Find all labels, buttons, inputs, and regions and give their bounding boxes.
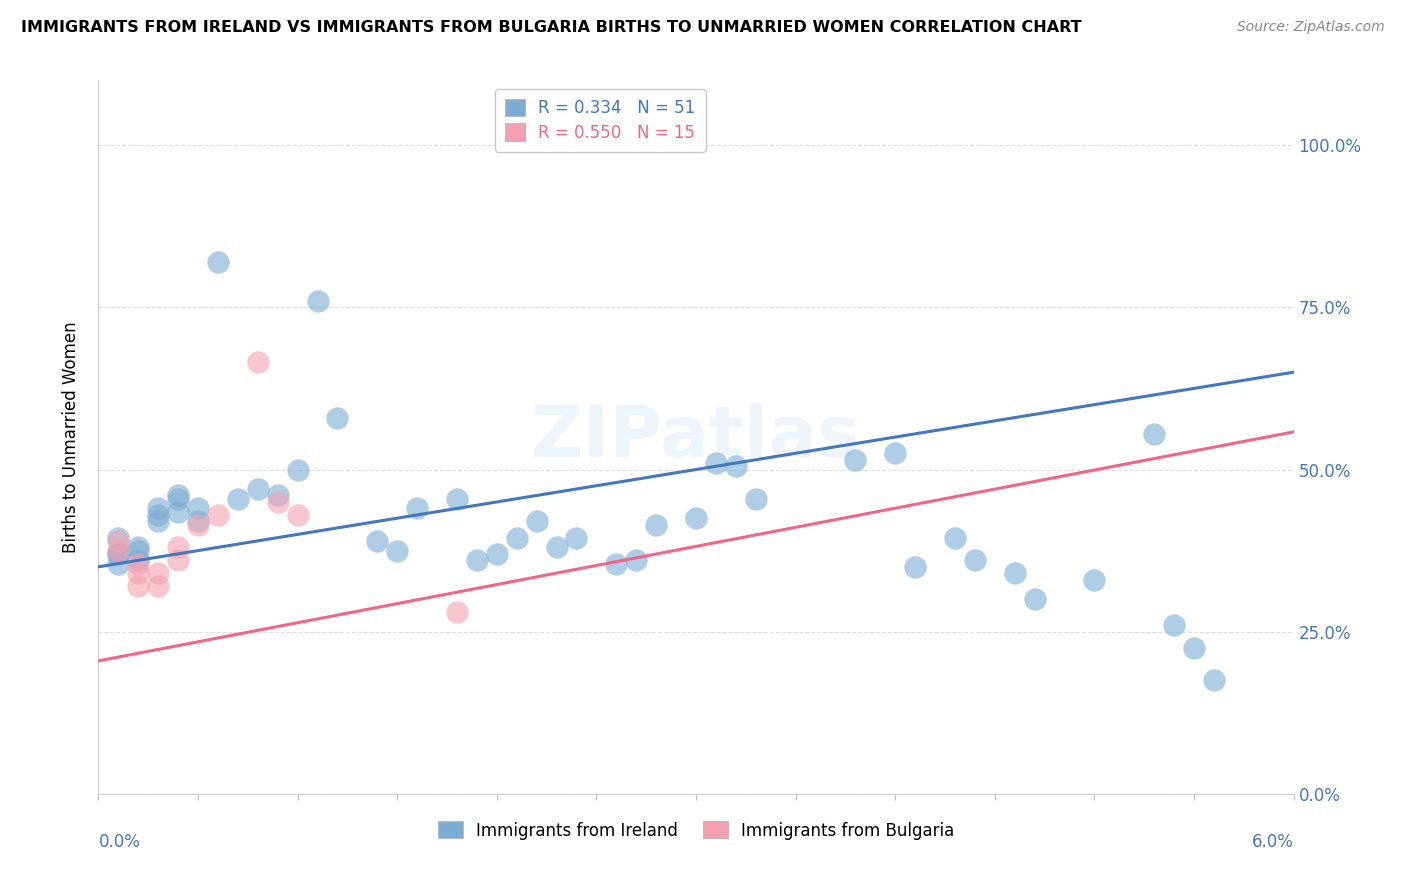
Point — [148, 501, 170, 516]
Point — [267, 488, 290, 502]
Point — [465, 553, 488, 567]
Point — [943, 531, 966, 545]
Legend: Immigrants from Ireland, Immigrants from Bulgaria: Immigrants from Ireland, Immigrants from… — [430, 814, 962, 847]
Y-axis label: Births to Unmarried Women: Births to Unmarried Women — [62, 321, 80, 553]
Point — [148, 579, 170, 593]
Point — [565, 531, 588, 545]
Point — [107, 547, 129, 561]
Point — [148, 566, 170, 581]
Point — [1024, 592, 1046, 607]
Point — [127, 579, 149, 593]
Text: Source: ZipAtlas.com: Source: ZipAtlas.com — [1237, 20, 1385, 34]
Point — [1163, 618, 1185, 632]
Point — [127, 541, 149, 555]
Point — [287, 462, 309, 476]
Point — [107, 547, 129, 561]
Point — [904, 559, 927, 574]
Point — [246, 355, 269, 369]
Point — [107, 543, 129, 558]
Point — [207, 508, 229, 522]
Point — [127, 557, 149, 571]
Point — [1202, 673, 1225, 688]
Text: IMMIGRANTS FROM IRELAND VS IMMIGRANTS FROM BULGARIA BIRTHS TO UNMARRIED WOMEN CO: IMMIGRANTS FROM IRELAND VS IMMIGRANTS FR… — [21, 20, 1081, 35]
Point — [148, 515, 170, 529]
Point — [884, 446, 907, 460]
Point — [167, 553, 190, 567]
Point — [326, 410, 349, 425]
Point — [107, 531, 129, 545]
Text: 0.0%: 0.0% — [98, 833, 141, 851]
Point — [107, 533, 129, 548]
Point — [626, 553, 648, 567]
Point — [605, 557, 627, 571]
Text: 6.0%: 6.0% — [1251, 833, 1294, 851]
Point — [685, 511, 707, 525]
Point — [366, 533, 388, 548]
Point — [287, 508, 309, 522]
Point — [963, 553, 986, 567]
Point — [446, 491, 468, 506]
Point — [745, 491, 768, 506]
Point — [107, 557, 129, 571]
Point — [406, 501, 429, 516]
Point — [207, 255, 229, 269]
Point — [385, 543, 409, 558]
Point — [226, 491, 249, 506]
Point — [167, 488, 190, 502]
Point — [187, 515, 209, 529]
Point — [167, 505, 190, 519]
Point — [148, 508, 170, 522]
Point — [127, 543, 149, 558]
Point — [446, 605, 468, 619]
Point — [844, 452, 866, 467]
Point — [187, 517, 209, 532]
Point — [724, 459, 747, 474]
Point — [307, 293, 329, 308]
Point — [526, 515, 548, 529]
Point — [485, 547, 508, 561]
Point — [246, 482, 269, 496]
Point — [546, 541, 568, 555]
Point — [267, 495, 290, 509]
Point — [167, 491, 190, 506]
Point — [127, 553, 149, 567]
Point — [704, 456, 727, 470]
Text: ZIPatlas: ZIPatlas — [531, 402, 860, 472]
Point — [1004, 566, 1026, 581]
Point — [1143, 426, 1166, 441]
Point — [506, 531, 529, 545]
Point — [1182, 640, 1205, 655]
Point — [187, 501, 209, 516]
Point — [645, 517, 668, 532]
Point — [1083, 573, 1105, 587]
Point — [167, 541, 190, 555]
Point — [127, 566, 149, 581]
